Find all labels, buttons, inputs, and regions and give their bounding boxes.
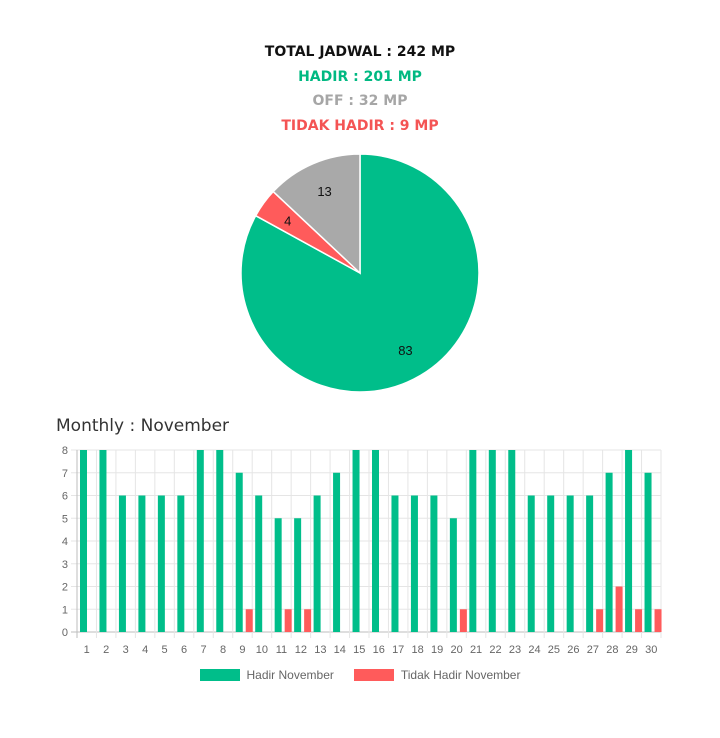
bar-hadir-12[interactable] — [294, 518, 302, 632]
x-tick-label: 27 — [587, 644, 599, 656]
x-tick-label: 6 — [181, 644, 187, 656]
bar-hadir-9[interactable] — [235, 472, 243, 632]
bar-hadir-6[interactable] — [177, 495, 185, 633]
bar-tidak-hadir-30[interactable] — [654, 609, 662, 632]
pie-slice-2[interactable] — [272, 153, 361, 275]
bar-tidak-hadir-27[interactable] — [596, 609, 604, 632]
bar-hadir-17[interactable] — [391, 495, 399, 633]
x-tick-label: 11 — [276, 644, 287, 656]
x-tick-label: 15 — [353, 644, 365, 656]
summary-total: TOTAL JADWAL : 242 MP — [264, 44, 456, 60]
bar-hadir-4[interactable] — [138, 495, 146, 633]
x-tick-label: 4 — [142, 644, 148, 656]
bar-hadir-23[interactable] — [508, 450, 516, 632]
y-tick-label: 7 — [62, 468, 68, 480]
y-tick-label: 8 — [62, 445, 68, 457]
x-tick-label: 13 — [314, 644, 326, 656]
bar-hadir-19[interactable] — [430, 495, 438, 633]
legend-item-hadir[interactable]: Hadir November — [199, 668, 334, 682]
bar-hadir-22[interactable] — [488, 450, 496, 632]
legend-swatch-tidak-hadir — [353, 669, 394, 681]
x-tick-label: 29 — [626, 644, 638, 656]
x-tick-label: 17 — [392, 644, 404, 656]
bar-tidak-hadir-12[interactable] — [304, 609, 312, 632]
y-tick-label: 5 — [62, 513, 68, 525]
bar-hadir-8[interactable] — [216, 450, 224, 632]
bar-tidak-hadir-29[interactable] — [635, 609, 643, 632]
bar-hadir-3[interactable] — [118, 495, 126, 633]
y-tick-label: 1 — [62, 604, 68, 616]
bar-hadir-1[interactable] — [80, 450, 87, 632]
x-tick-label: 28 — [606, 644, 618, 656]
y-tick-label: 6 — [62, 491, 68, 503]
y-tick-label: 2 — [62, 582, 68, 594]
pie-chart: 83 4 13 — [240, 153, 480, 393]
x-tick-label: 22 — [489, 644, 501, 656]
x-tick-label: 2 — [103, 644, 109, 656]
pie-slice-label-0: 83 — [398, 343, 412, 358]
bar-hadir-2[interactable] — [99, 450, 107, 632]
bar-hadir-11[interactable] — [274, 518, 282, 632]
pie-slice-label-1: 4 — [284, 214, 291, 229]
bar-tidak-hadir-11[interactable] — [284, 609, 292, 632]
bar-hadir-21[interactable] — [469, 450, 477, 632]
bar-hadir-20[interactable] — [449, 518, 457, 632]
x-tick-label: 7 — [200, 644, 206, 656]
x-tick-label: 23 — [509, 644, 521, 656]
bar-hadir-5[interactable] — [157, 495, 165, 633]
x-tick-label: 12 — [295, 644, 307, 656]
bar-tidak-hadir-9[interactable] — [245, 609, 253, 632]
x-tick-label: 16 — [373, 644, 385, 656]
legend-label-hadir: Hadir November — [246, 668, 334, 682]
bar-legend: Hadir November Tidak Hadir November — [0, 668, 720, 682]
bar-hadir-18[interactable] — [410, 495, 418, 633]
x-tick-label: 14 — [334, 644, 346, 656]
x-tick-label: 3 — [123, 644, 129, 656]
x-tick-label: 10 — [256, 644, 268, 656]
x-tick-label: 20 — [450, 644, 462, 656]
bar-hadir-14[interactable] — [333, 472, 341, 632]
x-tick-label: 18 — [412, 644, 424, 656]
x-tick-label: 19 — [431, 644, 443, 656]
bar-hadir-29[interactable] — [625, 450, 633, 632]
bar-hadir-7[interactable] — [196, 450, 204, 632]
x-tick-label: 26 — [567, 644, 579, 656]
pie-slice-label-2: 13 — [317, 184, 331, 199]
y-tick-label: 4 — [62, 536, 68, 548]
legend-label-tidak-hadir: Tidak Hadir November — [400, 668, 521, 682]
summary-off: OFF : 32 MP — [312, 93, 408, 109]
x-tick-label: 30 — [645, 644, 657, 656]
summary-tidak-hadir: TIDAK HADIR : 9 MP — [281, 118, 439, 134]
x-tick-label: 1 — [84, 644, 90, 656]
bar-hadir-24[interactable] — [527, 495, 535, 633]
x-tick-label: 24 — [528, 644, 540, 656]
bar-hadir-27[interactable] — [586, 495, 594, 633]
bar-hadir-10[interactable] — [255, 495, 263, 633]
x-tick-label: 25 — [548, 644, 560, 656]
bar-hadir-28[interactable] — [605, 472, 613, 632]
y-tick-label: 0 — [62, 627, 68, 639]
bar-hadir-15[interactable] — [352, 450, 360, 632]
bar-hadir-16[interactable] — [372, 450, 379, 632]
x-tick-label: 9 — [239, 644, 245, 656]
legend-swatch-hadir — [199, 669, 240, 681]
x-tick-label: 21 — [470, 644, 482, 656]
bar-hadir-25[interactable] — [547, 495, 555, 633]
bar-hadir-13[interactable] — [313, 495, 321, 633]
bar-tidak-hadir-28[interactable] — [615, 586, 623, 633]
y-tick-label: 3 — [62, 559, 68, 571]
bar-hadir-26[interactable] — [566, 495, 574, 633]
legend-item-tidak-hadir[interactable]: Tidak Hadir November — [353, 668, 521, 682]
monthly-title: Monthly : November — [56, 416, 230, 436]
bar-hadir-30[interactable] — [644, 472, 652, 632]
x-tick-label: 8 — [220, 644, 226, 656]
x-tick-label: 5 — [162, 644, 168, 656]
bar-tidak-hadir-20[interactable] — [459, 609, 467, 632]
summary-hadir: HADIR : 201 MP — [298, 69, 422, 85]
